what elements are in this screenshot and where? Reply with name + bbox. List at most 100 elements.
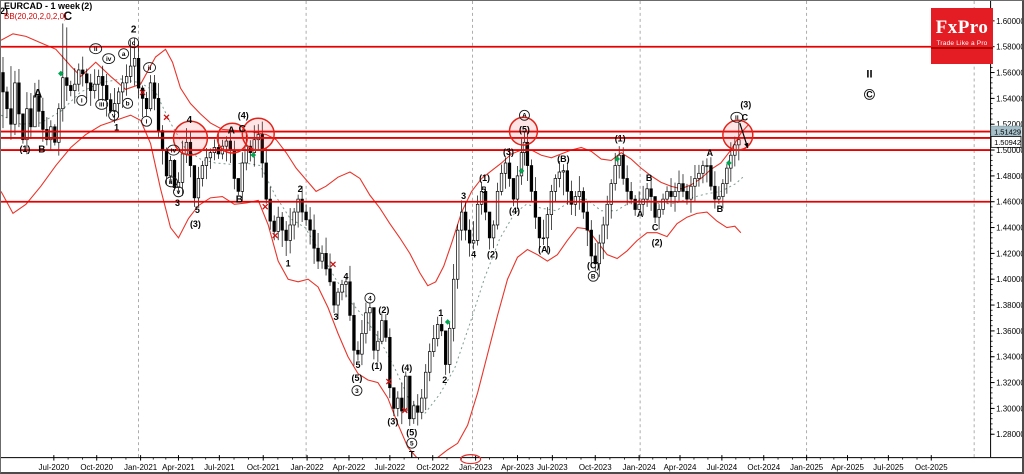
svg-text:v: v: [177, 189, 181, 196]
svg-text:i: i: [146, 119, 148, 126]
fxpro-logo-text: FxPro: [935, 17, 989, 38]
svg-text:(2): (2): [81, 1, 92, 11]
price-axis-label: 1.52000: [996, 120, 1022, 129]
svg-text:(3): (3): [190, 219, 201, 229]
svg-text:C: C: [63, 9, 72, 23]
candles: [1, 23, 741, 426]
svg-text:1: 1: [286, 259, 291, 269]
time-axis[interactable]: Jul-2020 Oct-2020 Jan-2021 Apr-2021 Jul-2021…: [1, 454, 1022, 472]
time-axis-label: Jul-2025: [873, 463, 904, 472]
svg-text:4: 4: [187, 115, 193, 126]
price-axis[interactable]: 1.60000 1.58000 1.56000 1.54000 1.52000 1.500…: [990, 1, 1022, 458]
svg-text:2: 2: [131, 24, 137, 35]
svg-text:A: A: [637, 209, 644, 219]
svg-text:(2): (2): [378, 305, 389, 315]
fxpro-logo-tagline: Trade Like a Pro: [936, 40, 988, 47]
svg-text:A: A: [707, 148, 714, 158]
time-axis-label: Jan-2024: [623, 463, 657, 472]
svg-text:b: b: [126, 101, 130, 108]
svg-text:5: 5: [481, 185, 486, 195]
time-axis-label: Oct-2024: [747, 463, 780, 472]
current-price-label: 1.51429: [990, 125, 1022, 138]
svg-text:(4): (4): [401, 363, 412, 373]
time-axis-label: Apr-2021: [162, 463, 195, 472]
time-axis-label: Jul-2024: [707, 463, 738, 472]
svg-text:(3): (3): [503, 147, 514, 157]
svg-text:v: v: [112, 113, 116, 120]
svg-text:(2): (2): [487, 250, 498, 260]
time-axis-label: Jul-2022: [375, 463, 406, 472]
price-axis-label: 1.58000: [996, 43, 1022, 52]
price-axis-label: 1.42000: [996, 249, 1022, 258]
svg-text:(5): (5): [351, 373, 362, 383]
svg-text:c: c: [132, 40, 136, 47]
svg-text:A: A: [522, 113, 527, 120]
buy-marker: [444, 319, 451, 325]
svg-text:i: i: [81, 98, 83, 105]
svg-text:C: C: [742, 112, 749, 122]
trade-markers: [58, 70, 732, 414]
svg-text:2: 2: [298, 184, 303, 194]
time-axis-label: Jul-2020: [39, 463, 70, 472]
svg-text:C: C: [866, 90, 873, 100]
time-axis-label: Apr-2025: [831, 463, 864, 472]
time-axis-label: Jul-2021: [204, 463, 235, 472]
time-axis-label: Oct-2023: [579, 463, 612, 472]
svg-text:(1): (1): [615, 133, 626, 143]
time-axis-label: Apr-2024: [664, 463, 697, 472]
svg-text:ii: ii: [94, 46, 98, 53]
price-axis-label: 1.40000: [996, 275, 1022, 284]
svg-text:5: 5: [195, 205, 200, 215]
svg-text:3: 3: [461, 191, 466, 201]
axis-highlight-ellipse: [460, 454, 482, 465]
svg-text:ii: ii: [148, 65, 152, 72]
svg-text:2: 2: [442, 375, 447, 385]
buy-marker: [518, 168, 525, 174]
time-axis-label: Jan-2021: [124, 463, 158, 472]
svg-text:(B): (B): [557, 154, 569, 164]
svg-text:(1): (1): [479, 173, 490, 183]
projection-arrow: [739, 123, 749, 149]
price-axis-label: 1.36000: [996, 327, 1022, 336]
wave-labels: 2)C(2)2ciiaiviiAiiiibv1i4(1)Biviiiv35(3)…: [1, 1, 875, 459]
svg-text:ii: ii: [735, 115, 739, 122]
svg-text:3: 3: [175, 198, 180, 208]
svg-text:(3): (3): [387, 417, 398, 427]
svg-text:(A): (A): [538, 245, 550, 255]
price-axis-label: 1.32000: [996, 379, 1022, 388]
price-axis-label: 1.60000: [996, 17, 1022, 26]
resistance-line-over-logo: [931, 47, 993, 49]
svg-text:(1): (1): [371, 361, 382, 371]
svg-text:A: A: [34, 87, 43, 101]
fxpro-logo: FxPro Trade Like a Pro: [931, 8, 993, 64]
price-axis-label: 1.50000: [996, 146, 1022, 155]
highlight-circles: [172, 116, 754, 156]
svg-text:1: 1: [438, 308, 443, 318]
price-axis-label: 1.44000: [996, 224, 1022, 233]
time-axis-label: Oct-2022: [416, 463, 449, 472]
time-axis-label: Oct-2021: [247, 463, 280, 472]
svg-text:(4): (4): [238, 110, 249, 120]
svg-text:5: 5: [355, 360, 360, 370]
svg-text:5: 5: [410, 440, 414, 447]
svg-text:(3): (3): [740, 100, 751, 110]
svg-text:(5): (5): [519, 124, 530, 134]
svg-text:B: B: [236, 194, 243, 205]
time-axis-label: Jul-2023: [537, 463, 568, 472]
horizontal-level-lines: [1, 45, 991, 203]
price-axis-label: 1.56000: [996, 69, 1022, 78]
svg-text:iv: iv: [171, 147, 177, 154]
time-axis-label: Oct-2020: [80, 463, 113, 472]
svg-text:3: 3: [334, 312, 339, 322]
time-axis-label: Oct-2025: [915, 463, 948, 472]
time-axis-label: Jan-2022: [290, 463, 324, 472]
bollinger-bands: [1, 33, 750, 458]
svg-text:B: B: [38, 145, 45, 156]
svg-text:3: 3: [355, 388, 359, 395]
price-axis-label: 1.54000: [996, 94, 1022, 103]
svg-text:II: II: [866, 69, 872, 81]
svg-text:B: B: [591, 274, 596, 281]
svg-text:B: B: [646, 173, 653, 183]
svg-text:4: 4: [471, 250, 476, 260]
